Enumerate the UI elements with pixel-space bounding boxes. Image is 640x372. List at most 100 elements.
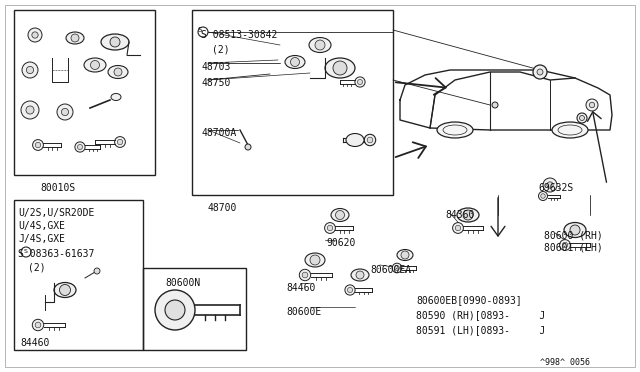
Ellipse shape [331, 208, 349, 221]
Circle shape [335, 211, 344, 219]
Circle shape [401, 251, 409, 259]
Circle shape [355, 77, 365, 87]
Ellipse shape [305, 253, 325, 267]
Ellipse shape [101, 34, 129, 50]
Text: J/4S,GXE: J/4S,GXE [18, 234, 65, 244]
Ellipse shape [564, 222, 586, 237]
Circle shape [26, 66, 34, 74]
Ellipse shape [437, 122, 473, 138]
Circle shape [90, 61, 99, 70]
Ellipse shape [108, 65, 128, 78]
Circle shape [367, 137, 373, 143]
Text: 48703: 48703 [201, 62, 230, 72]
Circle shape [364, 134, 376, 146]
Text: 80600N: 80600N [165, 278, 200, 288]
Circle shape [28, 28, 42, 42]
Ellipse shape [397, 250, 413, 260]
Text: 48700A: 48700A [201, 128, 236, 138]
Text: 84460: 84460 [286, 283, 316, 293]
Circle shape [22, 62, 38, 78]
Circle shape [310, 255, 320, 265]
Circle shape [348, 288, 353, 292]
Circle shape [392, 263, 402, 273]
Circle shape [33, 140, 44, 150]
Circle shape [579, 115, 584, 121]
Circle shape [302, 272, 308, 278]
Circle shape [586, 99, 598, 111]
Circle shape [57, 104, 73, 120]
Circle shape [538, 192, 547, 201]
Bar [14, 10, 155, 175]
Circle shape [589, 102, 595, 108]
Ellipse shape [54, 282, 76, 298]
Ellipse shape [66, 32, 84, 44]
Ellipse shape [309, 38, 331, 52]
Text: 80590 (RH)[0893-     J: 80590 (RH)[0893- J [416, 310, 545, 320]
Circle shape [492, 102, 498, 108]
Text: (2): (2) [28, 263, 45, 273]
Circle shape [356, 271, 364, 279]
Text: 80601 (LH): 80601 (LH) [544, 243, 603, 253]
Text: 90620: 90620 [326, 238, 355, 248]
Ellipse shape [285, 55, 305, 68]
Circle shape [60, 285, 70, 295]
Text: U/2S,U/SR20DE: U/2S,U/SR20DE [18, 208, 94, 218]
Bar [192, 10, 393, 195]
Bar [143, 268, 246, 350]
Ellipse shape [325, 58, 355, 78]
Circle shape [577, 113, 587, 123]
Ellipse shape [552, 122, 588, 138]
Text: S 08363-61637: S 08363-61637 [18, 249, 94, 259]
Circle shape [110, 37, 120, 47]
Circle shape [165, 300, 185, 320]
Circle shape [463, 210, 473, 220]
Bar [14, 200, 143, 350]
Text: 80600E: 80600E [286, 307, 321, 317]
Circle shape [543, 178, 557, 192]
Circle shape [117, 139, 123, 145]
Text: S 08513-30842: S 08513-30842 [201, 30, 277, 40]
Circle shape [395, 266, 399, 270]
Circle shape [537, 69, 543, 75]
Text: S: S [198, 27, 202, 33]
Circle shape [327, 225, 333, 231]
Circle shape [315, 40, 325, 50]
Circle shape [563, 242, 568, 248]
Text: 80591 (LH)[0893-     J: 80591 (LH)[0893- J [416, 325, 545, 335]
Circle shape [35, 142, 41, 148]
Circle shape [547, 182, 553, 188]
Ellipse shape [111, 93, 121, 100]
Circle shape [155, 290, 195, 330]
Circle shape [300, 269, 310, 281]
Text: 84360: 84360 [445, 210, 474, 220]
Circle shape [114, 68, 122, 76]
Text: 48750: 48750 [201, 78, 230, 88]
Circle shape [115, 137, 125, 147]
Circle shape [26, 106, 34, 114]
Ellipse shape [351, 269, 369, 281]
Text: U/4S,GXE: U/4S,GXE [18, 221, 65, 231]
Text: 48700: 48700 [207, 203, 237, 213]
Text: 80010S: 80010S [40, 183, 76, 193]
Circle shape [559, 240, 570, 250]
Circle shape [35, 322, 41, 328]
Text: 69632S: 69632S [538, 183, 573, 193]
Circle shape [77, 144, 83, 150]
Circle shape [333, 61, 347, 75]
Circle shape [245, 144, 251, 150]
Circle shape [541, 194, 545, 198]
Circle shape [533, 65, 547, 79]
Circle shape [452, 222, 463, 233]
Text: S: S [24, 249, 28, 254]
Circle shape [455, 225, 461, 231]
Text: 80600EA: 80600EA [370, 265, 411, 275]
Circle shape [71, 34, 79, 42]
Circle shape [21, 101, 39, 119]
Circle shape [32, 32, 38, 38]
Ellipse shape [346, 134, 364, 147]
Ellipse shape [457, 208, 479, 222]
Circle shape [291, 58, 300, 67]
Circle shape [61, 108, 68, 116]
Circle shape [75, 142, 85, 152]
Circle shape [345, 285, 355, 295]
